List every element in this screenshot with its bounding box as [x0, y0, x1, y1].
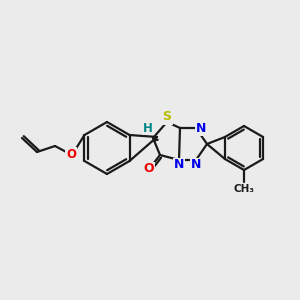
Text: H: H — [143, 122, 153, 134]
Text: O: O — [144, 163, 154, 176]
Text: S: S — [163, 110, 172, 124]
Text: O: O — [66, 148, 76, 160]
Text: CH₃: CH₃ — [233, 184, 254, 194]
Text: N: N — [196, 122, 206, 134]
Text: N: N — [174, 158, 184, 172]
Text: N: N — [191, 158, 201, 172]
